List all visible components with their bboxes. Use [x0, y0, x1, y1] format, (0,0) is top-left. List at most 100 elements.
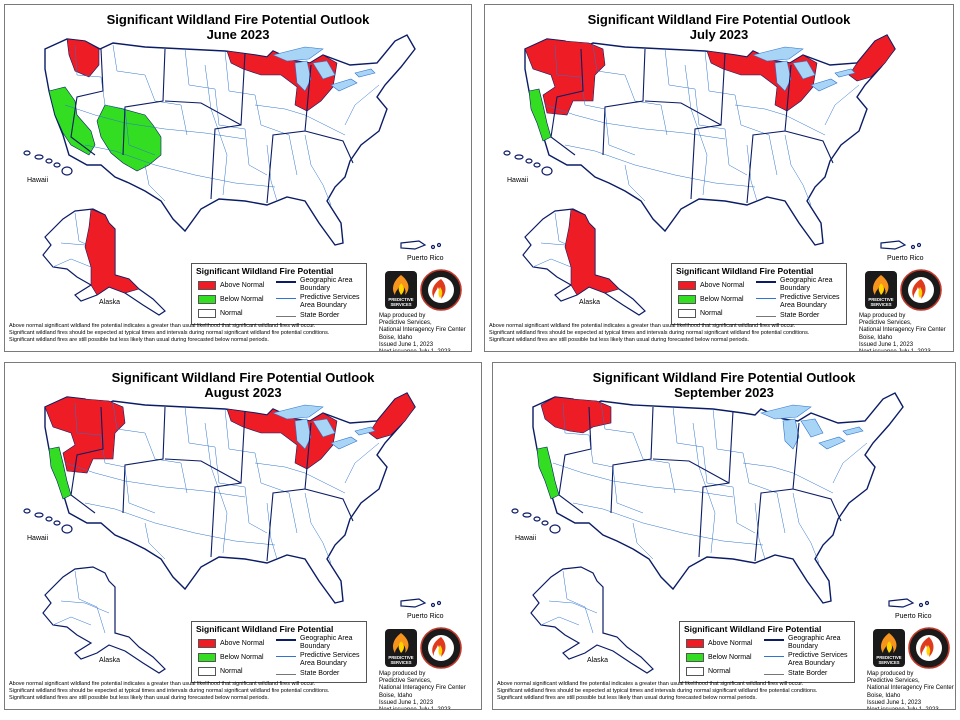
- ps-area-boundaries: [64, 402, 380, 564]
- outlook-map: [503, 34, 922, 316]
- ps-area-boundaries: [544, 44, 860, 206]
- geographic-area-boundaries: [558, 406, 842, 562]
- great-lakes: [272, 46, 376, 92]
- normal-swatch: [198, 667, 216, 676]
- above-normal-swatch: [198, 281, 216, 290]
- footnote-above: Above normal significant wildland fire p…: [497, 681, 804, 687]
- legend-above-normal: Above Normal: [220, 282, 265, 289]
- puerto-rico-map: [400, 240, 442, 250]
- ps-boundary-line: [276, 298, 296, 299]
- footnote-normal: Significant wildland fires should be exp…: [9, 330, 330, 336]
- geographic-area-boundaries: [70, 48, 354, 204]
- panel-title: Significant Wildland Fire Potential Outl…: [485, 12, 953, 42]
- footnote-above: Above normal significant wildland fire p…: [489, 323, 796, 329]
- normal-swatch: [678, 309, 696, 318]
- legend-below-normal: Below Normal: [220, 296, 264, 303]
- outlook-panel-4: Significant Wildland Fire Potential Outl…: [492, 362, 956, 710]
- ps-area-boundaries: [552, 402, 868, 564]
- footnote-normal: Significant wildland fires should be exp…: [489, 330, 810, 336]
- legend-title: Significant Wildland Fire Potential: [196, 266, 334, 276]
- ps-boundary-line: [276, 656, 296, 657]
- outlook-map: [23, 34, 442, 316]
- state-border-line: [276, 316, 296, 317]
- outlook-panel-3: Significant Wildland Fire Potential Outl…: [4, 362, 482, 710]
- great-lakes: [760, 404, 864, 450]
- ga-boundary-line: [756, 281, 776, 283]
- title-month: September 2023: [674, 385, 774, 400]
- puerto-rico-label: Puerto Rico: [407, 613, 444, 620]
- puerto-rico-label: Puerto Rico: [895, 613, 932, 620]
- map-legend: Significant Wildland Fire Potential Abov…: [679, 621, 855, 683]
- normal-swatch: [198, 309, 216, 318]
- legend-ps-boundary: Predictive Services Area Boundary: [788, 652, 848, 667]
- legend-ga-boundary: Geographic Area Boundary: [780, 277, 833, 292]
- great-lakes: [752, 46, 856, 92]
- puerto-rico-map: [400, 598, 442, 608]
- footnote-above: Above normal significant wildland fire p…: [9, 323, 316, 329]
- above-normal-swatch: [686, 639, 704, 648]
- panel-title: Significant Wildland Fire Potential Outl…: [5, 12, 471, 42]
- puerto-rico-map: [888, 598, 930, 608]
- great-lakes: [272, 404, 376, 450]
- hawaii-islands: [511, 508, 561, 534]
- hawaii-islands: [23, 508, 73, 534]
- legend-above-normal: Above Normal: [700, 282, 745, 289]
- above-normal-region-alaska: [564, 208, 620, 296]
- legend-normal: Normal: [220, 668, 243, 675]
- above-normal-swatch: [678, 281, 696, 290]
- alaska-map: [42, 566, 166, 674]
- conus-map: [44, 34, 416, 246]
- legend-state-border: State Border: [300, 670, 340, 677]
- conus-map: [44, 392, 416, 604]
- title-line1: Significant Wildland Fire Potential Outl…: [587, 12, 851, 27]
- puerto-rico-label: Puerto Rico: [887, 255, 924, 262]
- legend-state-border: State Border: [780, 312, 820, 319]
- alaska-outline: [530, 566, 654, 674]
- above-normal-region-new-england: [848, 34, 896, 82]
- map-legend: Significant Wildland Fire Potential Abov…: [191, 263, 367, 325]
- footnote-normal: Significant wildland fires should be exp…: [497, 688, 818, 694]
- outlook-panel-2: Significant Wildland Fire Potential Outl…: [484, 4, 954, 352]
- ga-boundary-line: [276, 281, 296, 283]
- svg-text:PREDICTIVE: PREDICTIVE: [868, 297, 893, 302]
- svg-text:PREDICTIVE: PREDICTIVE: [388, 297, 413, 302]
- hawaii-islands: [23, 150, 73, 176]
- map-credit: Map produced by Predictive Services, Nat…: [859, 313, 946, 351]
- footnote-below: Significant wildland fires are still pos…: [9, 695, 269, 701]
- flame-logo-icon: PREDICTIVE SERVICES: [385, 629, 417, 667]
- title-line1: Significant Wildland Fire Potential Outl…: [592, 370, 856, 385]
- alaska-label: Alaska: [99, 299, 121, 306]
- footnote-below: Significant wildland fires are still pos…: [489, 337, 749, 343]
- above-normal-region-pnw-large: [44, 396, 126, 474]
- map-credit: Map produced by Predictive Services, Nat…: [867, 671, 954, 709]
- hawaii-label: Hawaii: [507, 177, 529, 184]
- title-line1: Significant Wildland Fire Potential Outl…: [111, 370, 375, 385]
- nifc-seal-icon: [908, 627, 950, 669]
- above-normal-region-upper-mw: [226, 408, 338, 470]
- puerto-rico-label: Puerto Rico: [407, 255, 444, 262]
- below-normal-swatch: [678, 295, 696, 304]
- ps-area-boundaries: [64, 44, 380, 206]
- legend-normal: Normal: [220, 310, 243, 317]
- above-normal-region-alaska: [84, 208, 140, 296]
- svg-text:SERVICES: SERVICES: [878, 660, 899, 665]
- svg-text:PREDICTIVE: PREDICTIVE: [876, 655, 901, 660]
- hawaii-label: Hawaii: [27, 535, 49, 542]
- flame-logo-icon: PREDICTIVE SERVICES: [385, 271, 417, 309]
- conus-map: [532, 392, 904, 604]
- footnote-normal: Significant wildland fires should be exp…: [9, 688, 330, 694]
- map-credit: Map produced by Predictive Services, Nat…: [379, 313, 466, 351]
- svg-text:SERVICES: SERVICES: [390, 660, 411, 665]
- alaska-map: [530, 566, 654, 674]
- conus-map: [524, 34, 896, 246]
- geographic-area-boundaries: [70, 406, 354, 562]
- footnote-below: Significant wildland fires are still pos…: [497, 695, 757, 701]
- alaska-map: [42, 208, 166, 316]
- outlook-map: [511, 392, 930, 674]
- agency-logos: PREDICTIVE SERVICES: [873, 627, 950, 669]
- outlook-map: [23, 392, 442, 674]
- legend-normal: Normal: [708, 668, 731, 675]
- alaska-label: Alaska: [587, 657, 609, 664]
- below-normal-swatch: [198, 295, 216, 304]
- state-border-line: [276, 674, 296, 675]
